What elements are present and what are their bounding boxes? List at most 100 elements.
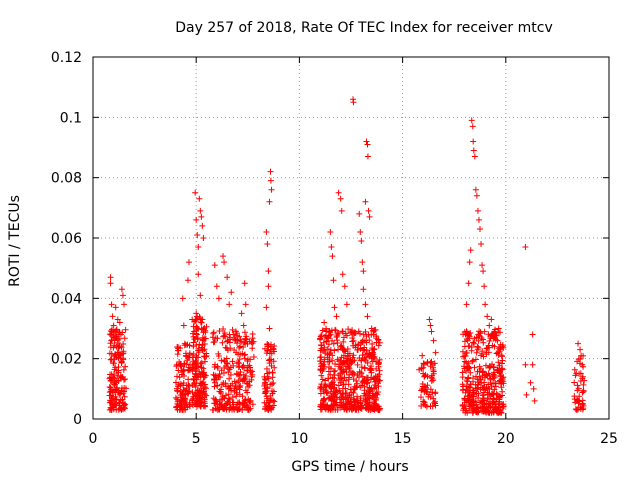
data-point [221,259,228,266]
data-point [327,346,334,353]
data-point [341,283,348,290]
data-point [339,360,346,367]
data-point [475,216,482,223]
data-point [317,403,324,410]
data-point [466,364,473,371]
y-tick-label: 0 [73,412,82,428]
data-point [227,371,234,378]
data-point [249,340,256,347]
data-point [463,349,470,356]
data-point [216,397,223,404]
data-point [362,198,369,205]
data-point [337,364,344,371]
data-point [420,360,427,367]
data-point [328,244,335,251]
data-point [421,373,428,380]
data-point [337,195,344,202]
data-point [192,189,199,196]
data-point [266,369,273,376]
data-point [321,319,328,326]
data-point [367,352,374,359]
data-point [348,360,355,367]
data-point [476,368,483,375]
data-point [230,399,237,406]
data-point [218,390,225,397]
data-point [115,406,122,413]
data-point [261,382,268,389]
data-point [118,385,125,392]
data-point [112,351,119,358]
data-point [360,286,367,293]
data-point [234,406,241,413]
data-point [485,331,492,338]
data-point [236,372,243,379]
data-point [261,399,268,406]
data-point [354,393,361,400]
data-point [193,363,200,370]
data-point [106,350,113,357]
data-point [370,405,377,412]
data-point [203,352,210,359]
data-point [250,354,257,361]
data-point [465,374,472,381]
data-point [111,375,118,382]
data-point [349,330,356,337]
data-point [230,331,237,338]
data-point [363,405,370,412]
data-point [225,369,232,376]
data-point [237,369,244,376]
data-point [323,328,330,335]
data-point [232,383,239,390]
data-point [465,360,472,367]
data-point [491,334,498,341]
data-point [220,326,227,333]
data-point [492,380,499,387]
data-point [115,363,122,370]
data-point [345,381,352,388]
data-point [211,364,218,371]
data-point [479,350,486,357]
x-tick-label: 10 [290,431,308,447]
data-point [197,403,204,410]
data-point [423,403,430,410]
data-point [236,356,243,363]
data-point [464,337,471,344]
data-point [326,329,333,336]
data-point [357,228,364,235]
data-point [460,353,467,360]
data-point [574,396,581,403]
y-tick-label: 0.08 [51,171,82,187]
data-point [218,357,225,364]
data-point [248,338,255,345]
chart-title: Day 257 of 2018, Rate Of TEC Index for r… [175,20,552,36]
data-point [480,391,487,398]
data-point [211,379,218,386]
data-point [180,382,187,389]
data-point [462,338,469,345]
data-point [222,392,229,399]
data-point [187,361,194,368]
data-point [371,353,378,360]
data-point [243,336,250,343]
data-point [488,383,495,390]
data-point [575,340,582,347]
data-point [492,404,499,411]
data-point [334,332,341,339]
data-point [471,335,478,342]
data-point [228,289,235,296]
data-point [329,406,336,413]
data-point [107,274,114,281]
data-point [331,375,338,382]
data-point [249,331,256,338]
data-point [481,283,488,290]
data-point [328,402,335,409]
data-point [487,335,494,342]
data-point [233,393,240,400]
data-point [210,329,217,336]
data-point [327,365,334,372]
data-point [332,367,339,374]
data-point [175,381,182,388]
data-point [271,343,278,350]
data-point [317,347,324,354]
data-point [263,365,270,372]
